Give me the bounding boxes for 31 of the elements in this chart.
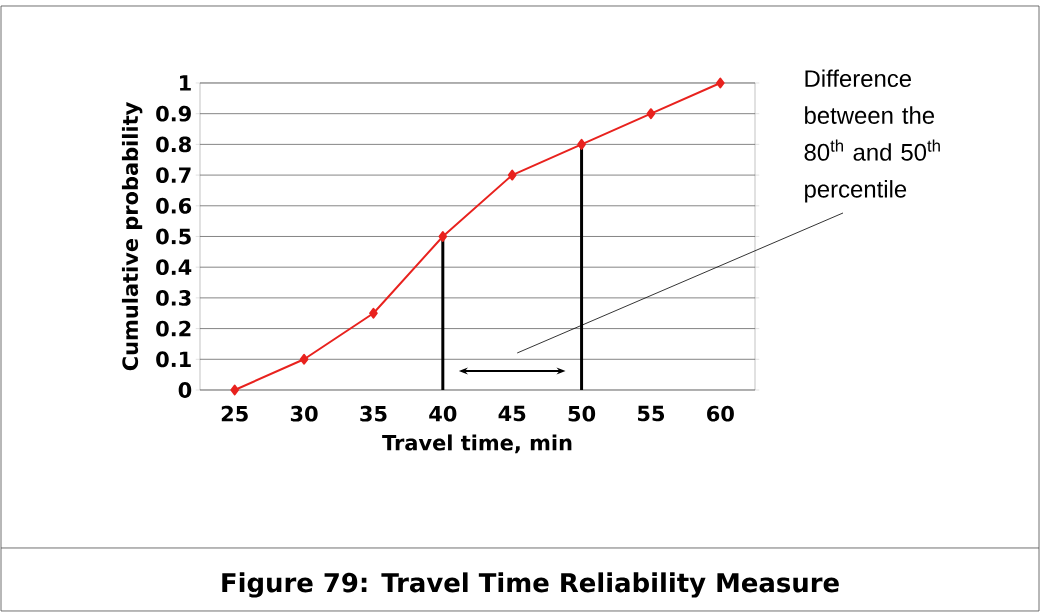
y-tick-label: 0.8 [156,136,191,153]
point [507,169,517,181]
point [577,138,586,150]
x-tick-label: 50 [568,405,596,422]
point [646,108,656,120]
x-tick-label: 35 [360,405,387,422]
text: Difference between the 80$^{th}$ and 50$^{th}$ percentile [804,69,940,203]
y-tick-label: 0.5 [156,228,191,245]
x-tick-label: 25 [221,405,248,422]
point [715,77,725,89]
x-tick-label: 55 [638,405,665,422]
point [299,353,309,365]
x-tick-label: 60 [707,405,734,422]
y-tick-label: 0.7 [156,167,191,183]
y-tick-label: 0 [178,382,192,398]
x-tick-label: 30 [290,405,318,422]
text: Figure 79: Travel Time Reliability Measure [222,572,839,598]
y-tick-label: 0.4 [156,259,192,276]
y-tick-label: 0.2 [156,320,191,337]
y-tick-label: 0.3 [156,289,191,306]
point [230,384,240,396]
y-axis-title: Cumulative probability [121,102,143,371]
y-tick-label: 0.9 [156,105,191,122]
x-tick-label: 45 [498,405,526,422]
point [438,231,448,242]
x-axis-title: Travel time, min [382,434,572,454]
x-tick-label: 40 [429,405,457,422]
point [369,307,378,319]
y-tick-label: 1 [180,75,191,91]
y-tick-label: 0.1 [156,351,191,368]
y-tick-label: 0.6 [156,197,192,214]
